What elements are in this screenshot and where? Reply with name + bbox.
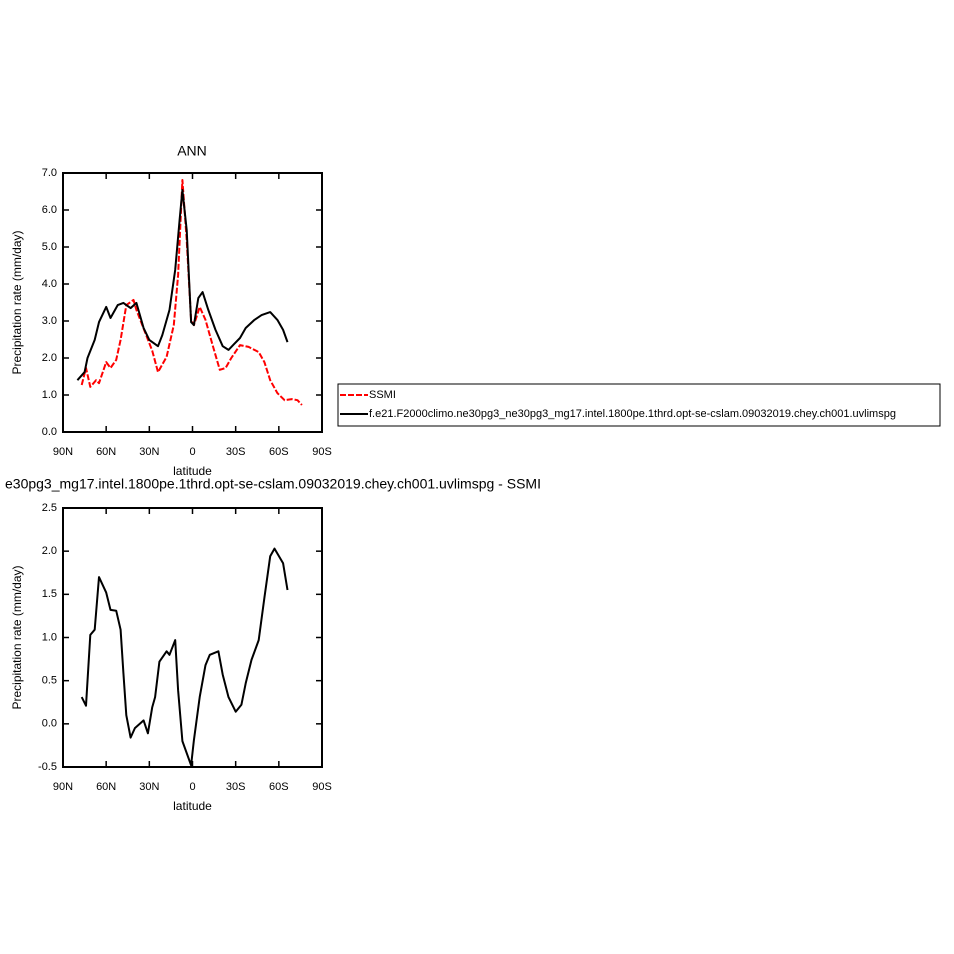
y-tick-label: 0.0 <box>42 426 57 438</box>
x-tick-label: 30S <box>226 446 246 458</box>
chart-title: e30pg3_mg17.intel.1800pe.1thrd.opt-se-cs… <box>5 476 541 492</box>
x-axis-label: latitude <box>173 799 212 813</box>
y-tick-label: 2.5 <box>42 502 57 514</box>
y-tick-label: 2.0 <box>42 352 57 364</box>
y-tick-label: 1.0 <box>42 389 57 401</box>
x-tick-label: 0 <box>189 446 195 458</box>
legend-box <box>337 383 941 427</box>
data-line <box>80 547 289 767</box>
legend-label: f.e21.F2000climo.ne30pg3_ne30pg3_mg17.in… <box>369 408 896 420</box>
y-tick-label: 6.0 <box>42 204 57 216</box>
x-tick-label: 30S <box>226 781 246 793</box>
y-tick-label: 5.0 <box>42 241 57 253</box>
x-tick-label: 90N <box>53 446 73 458</box>
x-axis-label: latitude <box>173 464 212 478</box>
chart-title: ANN <box>177 143 207 159</box>
y-tick-label: 2.0 <box>42 545 57 557</box>
y-tick-label: 0.5 <box>42 675 57 687</box>
x-tick-label: 60N <box>96 446 116 458</box>
data-line <box>80 179 303 406</box>
plot-frame <box>62 507 323 768</box>
y-axis-label: Precipitation rate (mm/day) <box>10 565 24 709</box>
y-axis-label: Precipitation rate (mm/day) <box>10 230 24 374</box>
x-tick-label: 0 <box>189 781 195 793</box>
x-tick-label: 60S <box>269 781 289 793</box>
y-tick-label: 3.0 <box>42 315 57 327</box>
data-line <box>76 189 289 381</box>
legend-label: SSMI <box>369 389 396 401</box>
x-tick-label: 90S <box>312 781 332 793</box>
x-tick-label: 60N <box>96 781 116 793</box>
y-tick-label: 0.0 <box>42 718 57 730</box>
y-tick-label: -0.5 <box>38 761 57 773</box>
y-tick-label: 1.5 <box>42 588 57 600</box>
x-tick-label: 90S <box>312 446 332 458</box>
x-tick-label: 30N <box>139 446 159 458</box>
x-tick-label: 90N <box>53 781 73 793</box>
y-tick-label: 4.0 <box>42 278 57 290</box>
x-tick-label: 60S <box>269 446 289 458</box>
y-tick-label: 7.0 <box>42 167 57 179</box>
plot-frame <box>62 172 323 433</box>
y-tick-label: 1.0 <box>42 631 57 643</box>
x-tick-label: 30N <box>139 781 159 793</box>
